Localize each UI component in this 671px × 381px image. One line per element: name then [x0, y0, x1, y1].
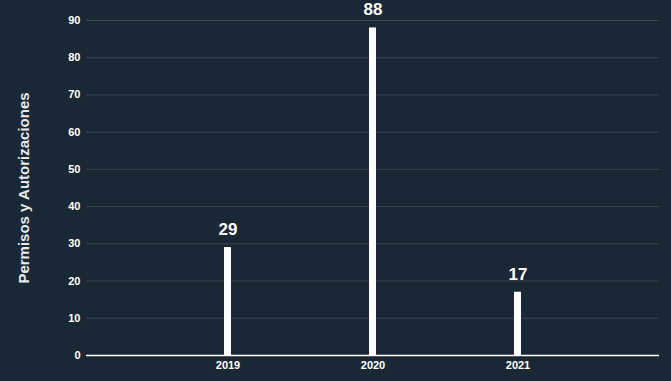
svg-text:2020: 2020: [361, 359, 385, 371]
svg-text:60: 60: [68, 126, 80, 138]
svg-text:50: 50: [68, 163, 80, 175]
svg-text:0: 0: [74, 349, 80, 361]
svg-text:10: 10: [68, 312, 80, 324]
svg-text:Permisos y Autorizaciones: Permisos y Autorizaciones: [15, 92, 32, 283]
svg-text:90: 90: [68, 14, 80, 26]
svg-text:40: 40: [68, 200, 80, 212]
svg-text:17: 17: [509, 265, 528, 284]
svg-text:2021: 2021: [506, 359, 530, 371]
svg-text:80: 80: [68, 51, 80, 63]
svg-text:29: 29: [219, 220, 238, 239]
svg-text:70: 70: [68, 88, 80, 100]
svg-text:88: 88: [364, 0, 383, 19]
svg-text:30: 30: [68, 237, 80, 249]
svg-text:20: 20: [68, 275, 80, 287]
svg-text:2019: 2019: [216, 359, 240, 371]
